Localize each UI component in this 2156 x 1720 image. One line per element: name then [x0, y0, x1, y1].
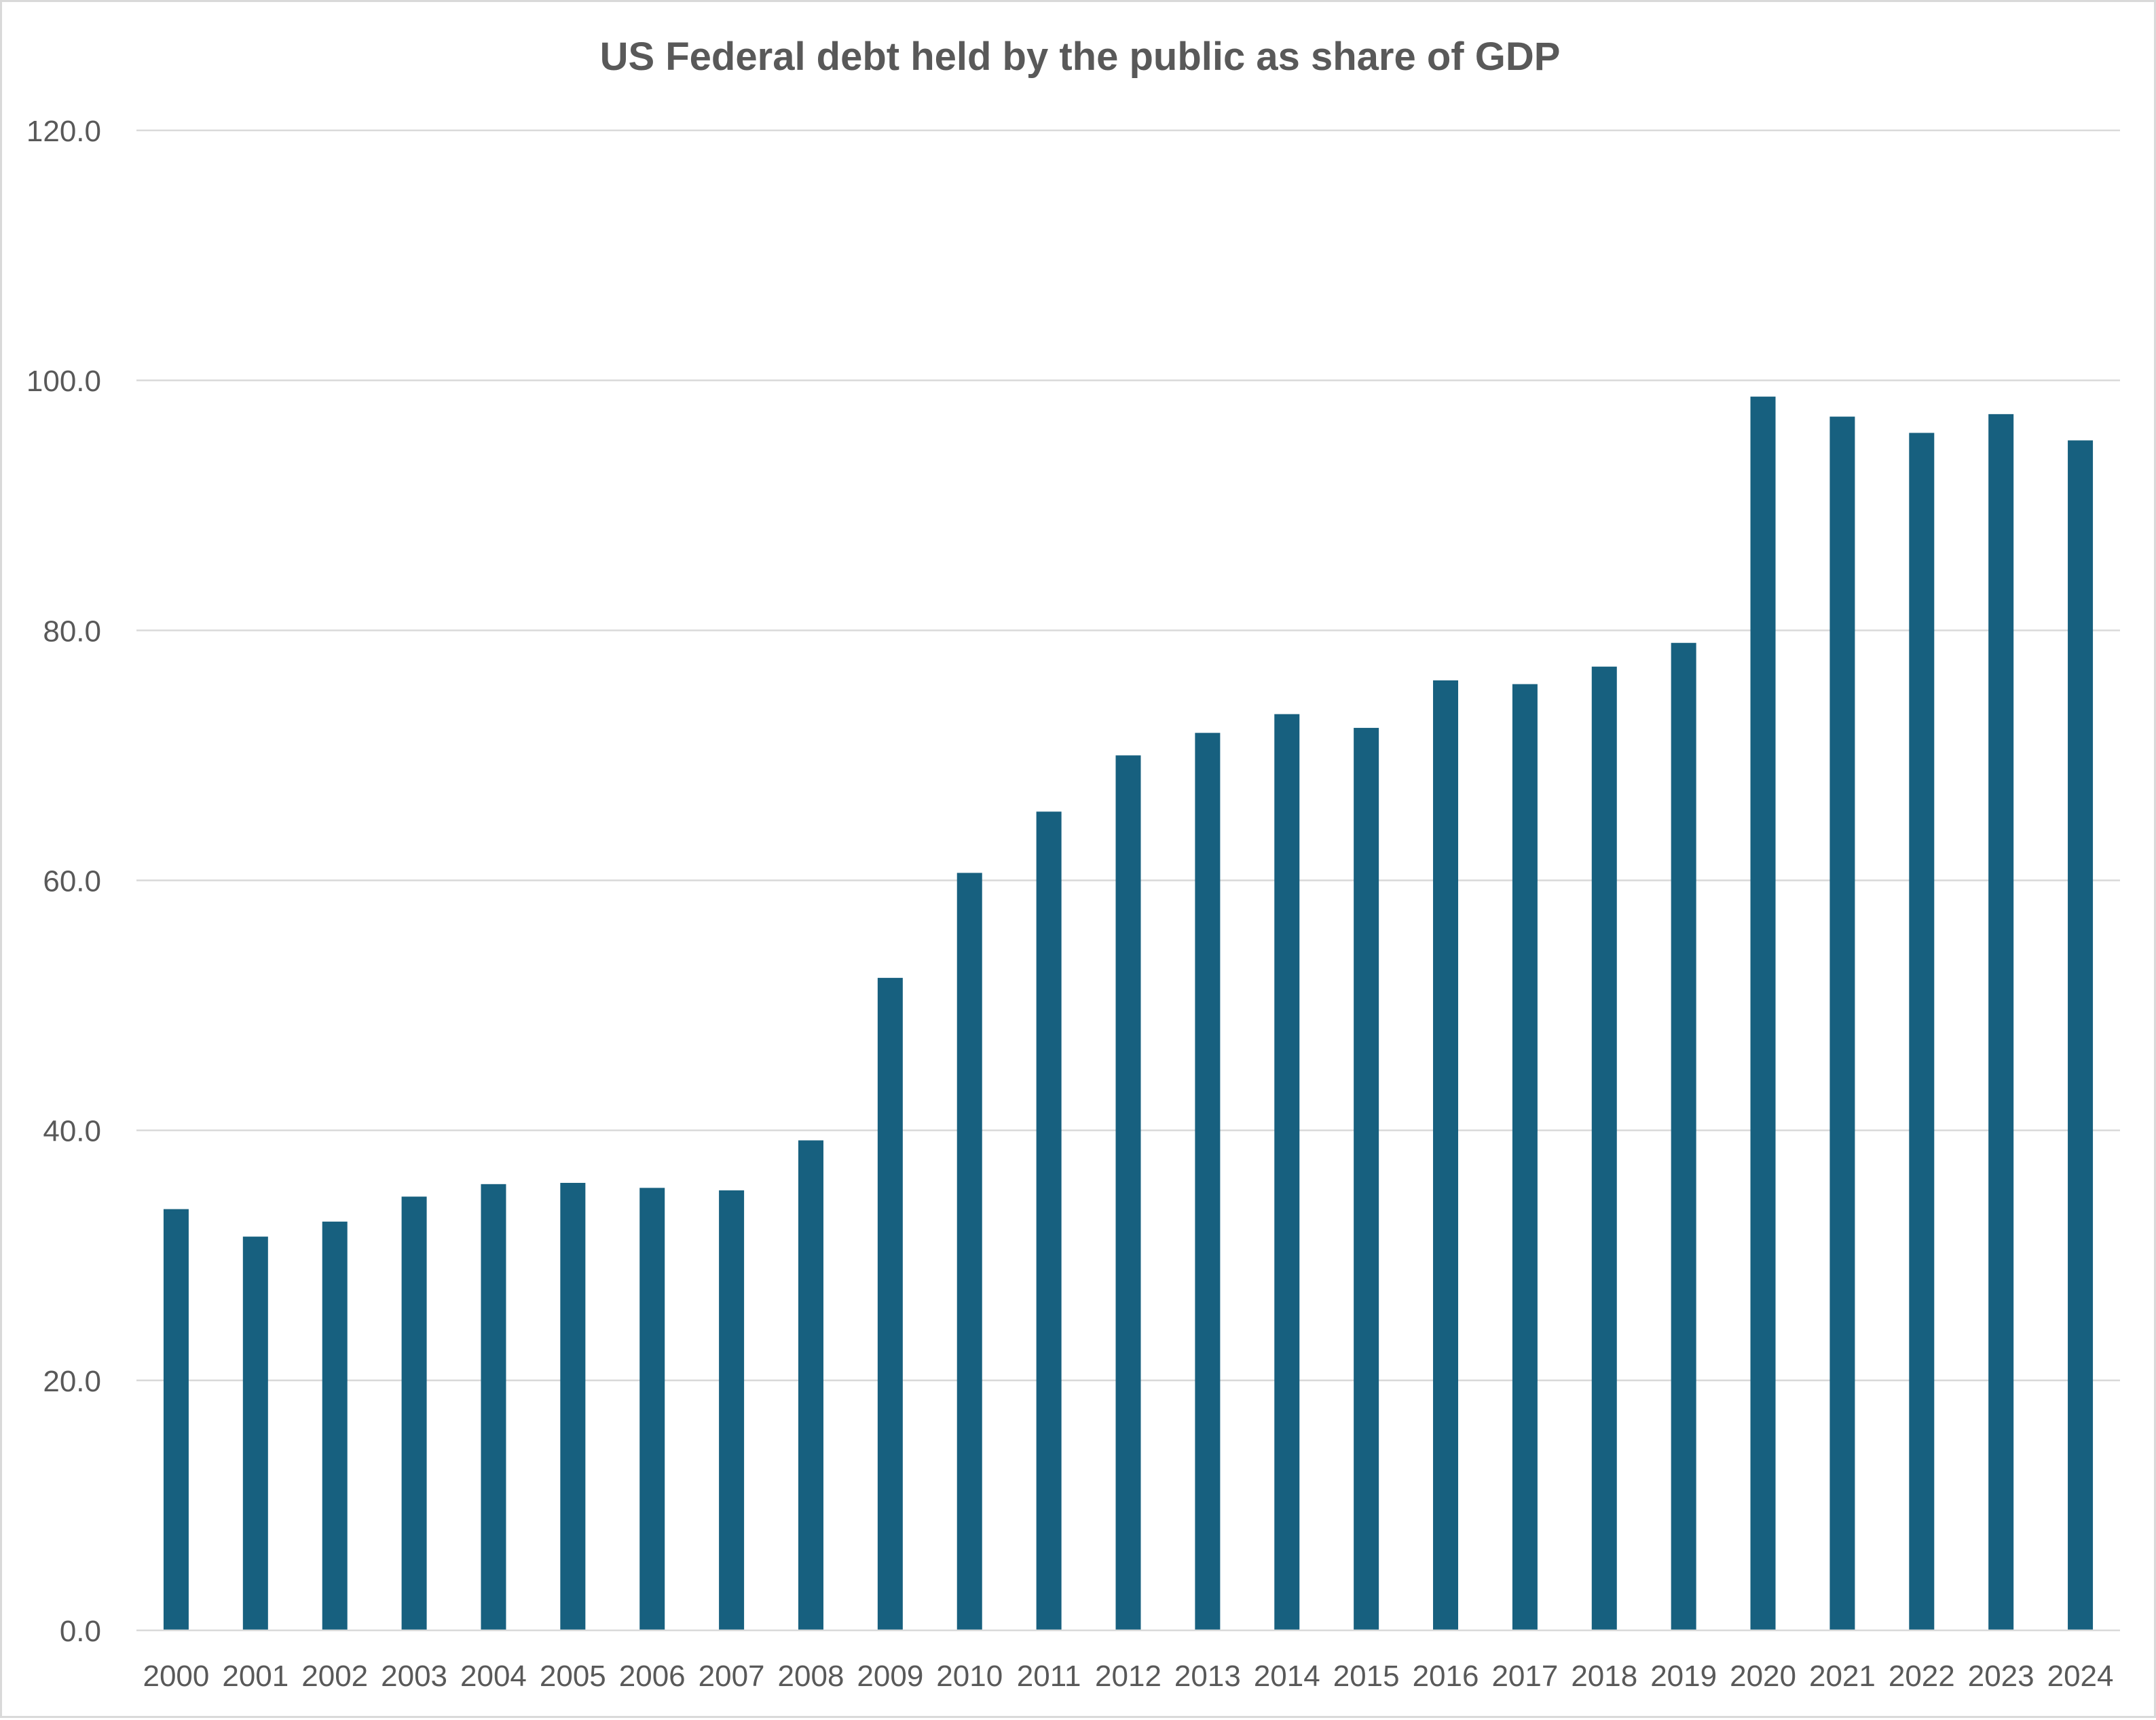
- x-tick-label: 2009: [857, 1660, 923, 1693]
- bar-2005: [560, 1182, 586, 1630]
- x-tick-label: 2006: [619, 1660, 686, 1693]
- bar-2013: [1195, 733, 1221, 1630]
- bar-2024: [2068, 440, 2094, 1631]
- x-tick-label: 2013: [1174, 1660, 1241, 1693]
- x-tick-label: 2007: [699, 1660, 765, 1693]
- bar-2019: [1671, 642, 1696, 1630]
- y-tick-label: 40.0: [43, 1115, 101, 1148]
- x-tick-label: 2020: [1730, 1660, 1796, 1693]
- bar-2021: [1829, 416, 1855, 1631]
- bar-2008: [798, 1140, 823, 1630]
- bar-2001: [242, 1237, 268, 1630]
- x-tick-label: 2008: [778, 1660, 844, 1693]
- y-tick-label: 100.0: [26, 365, 101, 398]
- x-tick-label: 2012: [1095, 1660, 1161, 1693]
- y-tick-label: 0.0: [60, 1615, 101, 1648]
- bars: [163, 397, 2094, 1631]
- bar-2007: [719, 1190, 745, 1630]
- bar-2009: [877, 978, 903, 1630]
- bar-2017: [1512, 684, 1538, 1630]
- bar-2003: [401, 1196, 427, 1630]
- y-tick-label: 20.0: [43, 1365, 101, 1398]
- x-tick-label: 2003: [381, 1660, 447, 1693]
- x-tick-label: 2019: [1650, 1660, 1717, 1693]
- y-tick-label: 120.0: [26, 115, 101, 148]
- y-tick-label: 80.0: [43, 615, 101, 648]
- bar-2011: [1036, 811, 1062, 1630]
- y-tick-label: 60.0: [43, 865, 101, 898]
- x-tick-label: 2014: [1254, 1660, 1320, 1693]
- x-tick-label: 2011: [1017, 1660, 1081, 1693]
- x-tick-label: 2002: [301, 1660, 368, 1693]
- x-tick-label: 2018: [1571, 1660, 1637, 1693]
- x-tick-label: 2000: [143, 1660, 209, 1693]
- x-tick-label: 2010: [936, 1660, 1003, 1693]
- x-tick-label: 2017: [1491, 1660, 1558, 1693]
- x-tick-label: 2005: [540, 1660, 606, 1693]
- bar-2004: [481, 1184, 506, 1630]
- x-axis-tick-labels: 2000 2001 2002 2003 2004 2005 2006 2007 2008 2009…: [143, 1660, 2113, 1693]
- x-tick-label: 2024: [2047, 1660, 2114, 1693]
- bar-2016: [1433, 680, 1459, 1630]
- bar-2006: [639, 1188, 665, 1630]
- chart-title: US Federal debt held by the public as sh…: [600, 35, 1561, 79]
- bar-2012: [1115, 755, 1141, 1630]
- bar-2014: [1274, 714, 1300, 1630]
- bar-2022: [1909, 433, 1935, 1630]
- x-tick-label: 2022: [1889, 1660, 1955, 1693]
- bar-2010: [956, 873, 982, 1630]
- x-tick-label: 2004: [460, 1660, 527, 1693]
- x-tick-label: 2021: [1809, 1660, 1876, 1693]
- y-axis-tick-labels: 0.0 20.0 40.0 60.0 80.0 100.0 120.0: [26, 115, 101, 1648]
- x-tick-label: 2015: [1333, 1660, 1400, 1693]
- x-tick-label: 2016: [1413, 1660, 1479, 1693]
- x-tick-label: 2001: [222, 1660, 289, 1693]
- bar-2020: [1750, 397, 1776, 1631]
- bar-2000: [163, 1209, 189, 1630]
- bar-2023: [1988, 414, 2014, 1630]
- bar-2015: [1354, 727, 1379, 1630]
- bar-2018: [1591, 666, 1617, 1630]
- x-tick-label: 2023: [1968, 1660, 2034, 1693]
- bar-2002: [322, 1222, 348, 1630]
